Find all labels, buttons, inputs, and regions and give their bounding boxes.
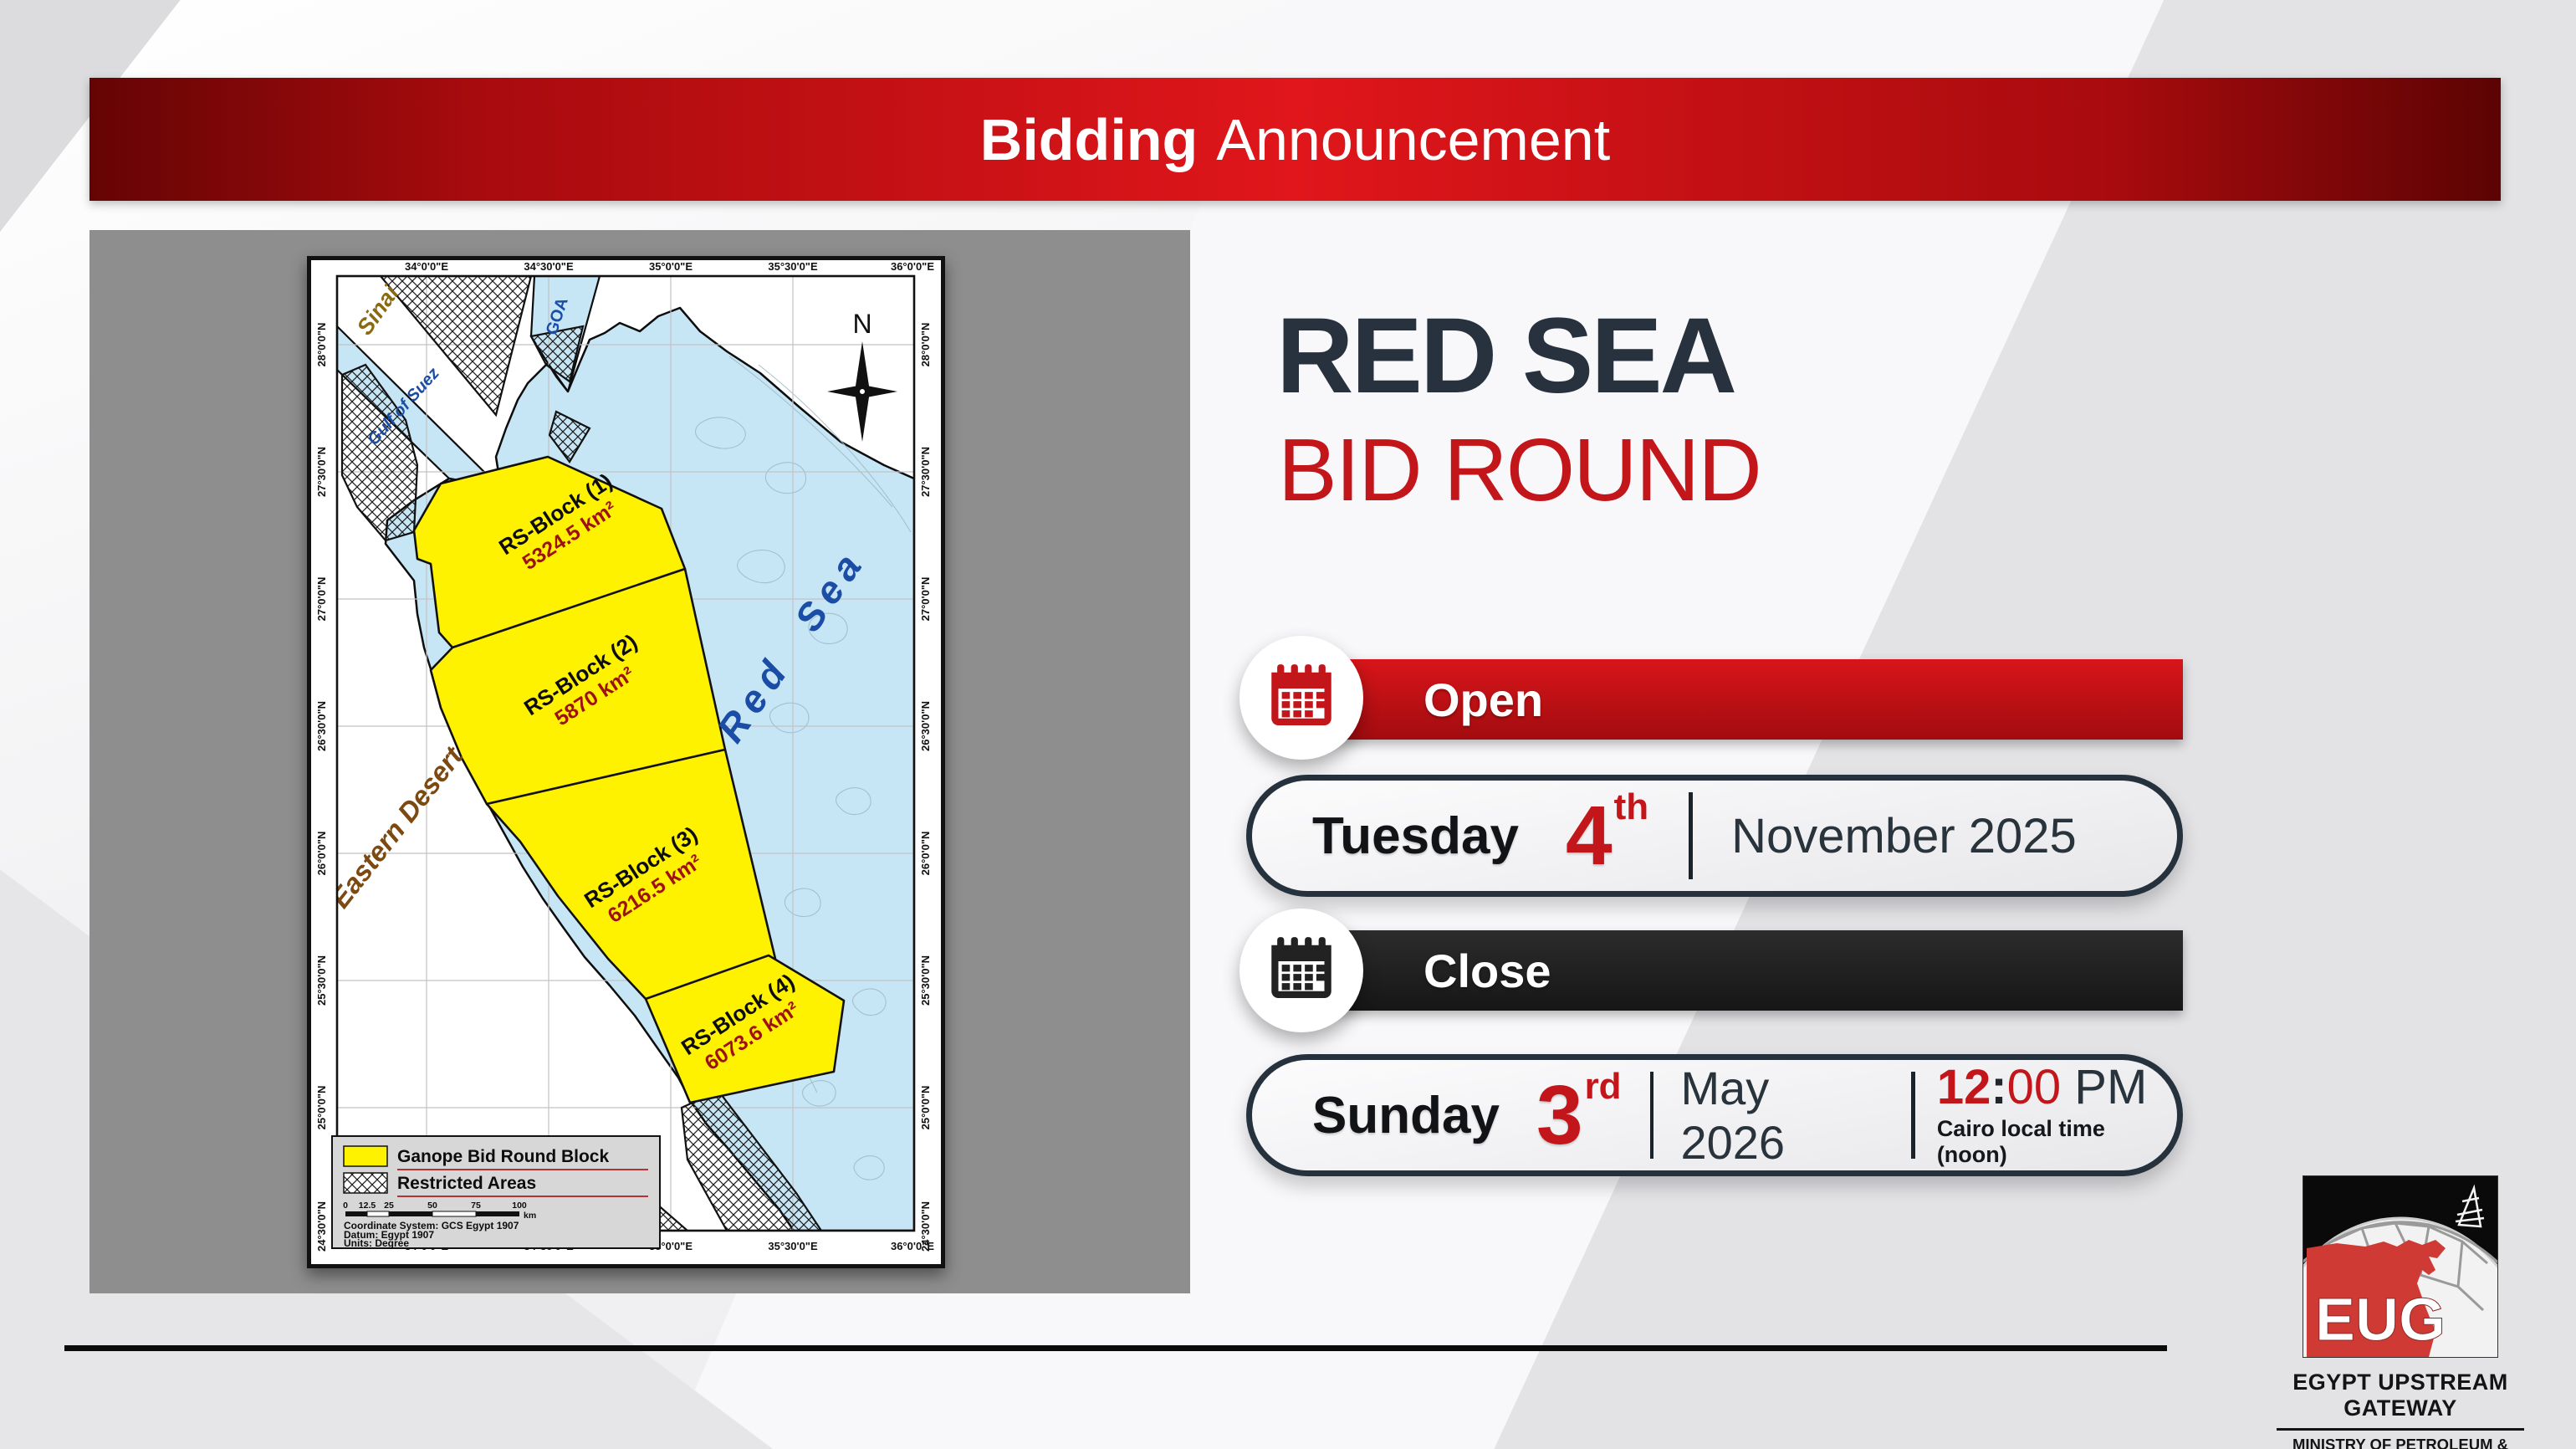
legend-coordinate-system: Coordinate System: GCS Egypt 1907 [344, 1220, 519, 1231]
close-date-pill: Sunday 3 rd May 2026 12:00 PM Cairo loca… [1246, 1054, 2183, 1176]
close-time-colon: : [1991, 1059, 2007, 1114]
x-tick: 35°30'0"E [768, 260, 818, 273]
close-time-meridiem: PM [2074, 1059, 2148, 1114]
close-banner: Close [1300, 930, 2183, 1011]
eug-logo-art: EUG [2303, 1175, 2498, 1358]
scale-unit-label: km [524, 1211, 536, 1221]
y-tick: 25°0'0"N [315, 1086, 328, 1130]
x-tick: 34°30'0"E [524, 260, 574, 273]
y-tick: 26°30'0"N [919, 701, 932, 751]
egypt-map-shape [2307, 1240, 2446, 1357]
close-date-suffix: rd [1584, 1066, 1622, 1107]
legend-datum: Datum: Egypt 1907 [344, 1229, 434, 1241]
legend-units: Units: Degree [344, 1237, 409, 1249]
close-time-minutes: 00 [2006, 1059, 2062, 1114]
oil-derrick-icon [2455, 1184, 2485, 1228]
y-tick: 26°30'0"N [315, 701, 328, 751]
page-title: RED SEA [1276, 296, 1737, 416]
banner-title-rest: Announcement [1216, 106, 1611, 172]
legend-bid-block-label: Ganope Bid Round Block [397, 1147, 609, 1166]
y-tick: 27°0'0"N [919, 577, 932, 622]
block-4-shape [644, 954, 846, 1104]
x-tick: 36°0'0"E [891, 1240, 934, 1252]
y-tick: 28°0'0"N [315, 323, 328, 367]
close-day: Sunday [1312, 1086, 1500, 1144]
close-time-note: Cairo local time (noon) [1936, 1116, 2105, 1168]
eug-acronym: EUG [2315, 1287, 2446, 1354]
legend-swatch-restricted-hatch [344, 1173, 387, 1193]
y-tick: 25°30'0"N [315, 955, 328, 1006]
open-calendar-badge [1239, 636, 1363, 760]
open-date-suffix: th [1613, 786, 1649, 827]
calendar-icon [1271, 937, 1331, 998]
x-tick: 36°0'0"E [891, 260, 934, 273]
open-banner: Open [1300, 659, 2183, 740]
bid-round-map: RS-Block (1) 5324.5 km² RS-Block (2) 587… [307, 256, 945, 1268]
scale-bar [345, 1211, 519, 1217]
y-axis-labels: 28°0'0"N 27°30'0"N 27°0'0"N 26°30'0"N 26… [315, 323, 932, 1252]
x-tick: 35°0'0"E [649, 260, 693, 273]
scale-bar-numbers: 0 12.5 25 50 75 100 [343, 1201, 527, 1211]
divider [1689, 792, 1694, 879]
page-subtitle: BID ROUND [1278, 421, 1762, 520]
y-tick: 25°30'0"N [919, 955, 932, 1006]
eug-logo-icon: EUG [2303, 1176, 2497, 1357]
scale-tick: 100 [512, 1201, 527, 1211]
scale-tick: 0 [343, 1201, 348, 1211]
block-1-shape [412, 455, 687, 649]
legend-swatch-bid-block [343, 1145, 388, 1167]
scale-tick: 75 [471, 1201, 481, 1211]
caption-divider [2277, 1428, 2524, 1431]
close-calendar-badge [1239, 909, 1363, 1032]
y-tick: 24°30'0"N [919, 1201, 932, 1252]
scale-tick: 25 [384, 1201, 394, 1211]
open-day: Tuesday [1312, 806, 1519, 865]
open-month-year: November 2025 [1731, 808, 2077, 863]
divider [1910, 1072, 1915, 1159]
eug-logo: EUG EGYPT UPSTREAM GATEWAY MINISTRY OF P… [2275, 1175, 2526, 1449]
block-2-shape [429, 567, 727, 806]
y-tick: 28°0'0"N [919, 323, 932, 367]
compass-rose: N [827, 309, 897, 442]
map-panel: RS-Block (1) 5324.5 km² RS-Block (2) 587… [89, 230, 1190, 1293]
close-label: Close [1423, 944, 1551, 997]
scale-tick: 12.5 [359, 1201, 376, 1211]
compass-north-label: N [852, 309, 871, 339]
block-3-shape [485, 748, 777, 1001]
divider [1649, 1072, 1654, 1159]
open-date-number: 4 [1565, 789, 1613, 883]
map-legend: Ganope Bid Round Block Restricted Areas … [331, 1135, 661, 1249]
x-tick: 34°0'0"E [405, 260, 448, 273]
y-tick: 25°0'0"N [919, 1086, 932, 1130]
close-time-hours: 12 [1936, 1059, 1991, 1114]
compass-hub [859, 388, 866, 395]
eug-caption: EGYPT UPSTREAM GATEWAY MINISTRY OF PETRO… [2275, 1370, 2526, 1449]
close-month-year: May 2026 [1680, 1062, 1786, 1169]
open-date-pill: Tuesday 4 th November 2025 [1246, 775, 2183, 897]
close-date-number: 3 [1536, 1068, 1583, 1162]
legend-restricted-label: Restricted Areas [397, 1174, 536, 1193]
close-time: 12:00 PM Cairo local time (noon) [1937, 1062, 2177, 1169]
eug-ministry: MINISTRY OF PETROLEUM & MINERAL RESOURCE… [2292, 1436, 2508, 1449]
open-label: Open [1423, 673, 1544, 726]
bid-blocks [412, 455, 846, 1104]
map-figure: RS-Block (1) 5324.5 km² RS-Block (2) 587… [307, 256, 945, 1268]
y-tick: 27°30'0"N [315, 447, 328, 497]
eug-org-name: EGYPT UPSTREAM GATEWAY [2292, 1370, 2508, 1421]
calendar-icon [1271, 664, 1331, 725]
banner-title-bold: Bidding [979, 106, 1199, 172]
scale-tick: 50 [427, 1201, 437, 1211]
y-tick: 27°30'0"N [919, 447, 932, 497]
banner: Bidding Announcement [89, 78, 2501, 201]
y-tick: 26°0'0"N [919, 832, 932, 876]
bottom-rule [64, 1345, 2167, 1351]
y-tick: 27°0'0"N [315, 577, 328, 622]
x-tick: 35°30'0"E [768, 1240, 818, 1252]
y-tick: 24°30'0"N [315, 1201, 328, 1252]
y-tick: 26°0'0"N [315, 832, 328, 876]
